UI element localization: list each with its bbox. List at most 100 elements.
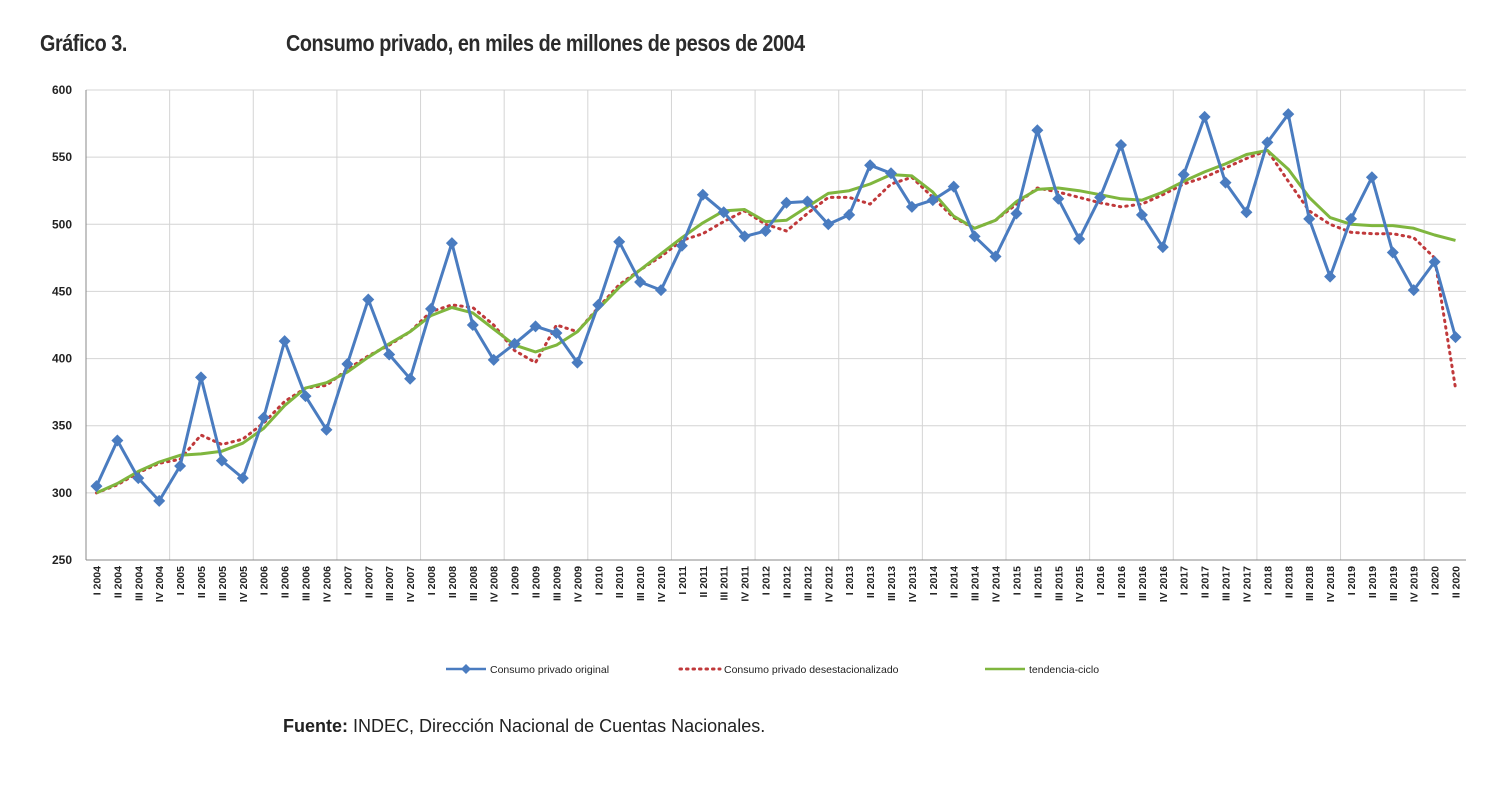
x-tick-label: II 2016: [1116, 566, 1128, 598]
source-text: INDEC, Dirección Nacional de Cuentas Nac…: [353, 716, 766, 736]
data-point: [1386, 246, 1399, 259]
data-point: [236, 472, 249, 485]
data-point: [1240, 206, 1253, 219]
x-tick-label: II 2008: [447, 566, 459, 598]
x-tick-label: I 2016: [1095, 566, 1107, 595]
data-point: [655, 284, 667, 297]
x-tick-label: III 2017: [1221, 566, 1233, 601]
x-tick-label: III 2013: [886, 566, 898, 601]
data-point: [1177, 168, 1190, 181]
data-point: [968, 230, 981, 243]
x-tick-label: II 2017: [1200, 566, 1212, 598]
data-point: [613, 235, 626, 248]
x-tick-label: II 2010: [614, 566, 626, 598]
legend-marker: [461, 664, 471, 674]
x-tick-label: IV 2017: [1241, 566, 1253, 602]
legend-label: Consumo privado desestacionalizado: [724, 664, 899, 676]
data-point: [425, 302, 437, 315]
series-layer: [90, 108, 1462, 507]
data-point: [1449, 331, 1462, 344]
x-tick-label: III 2016: [1137, 566, 1149, 601]
x-tick-label: I 2008: [426, 566, 438, 595]
data-point: [1198, 110, 1211, 123]
x-tick-label: III 2008: [468, 566, 480, 601]
data-point: [1115, 139, 1127, 152]
data-point: [278, 335, 291, 348]
data-point: [111, 434, 124, 447]
x-tick-label: I 2007: [342, 566, 354, 595]
x-tick-label: III 2009: [551, 566, 563, 601]
x-tick-label: III 2007: [384, 566, 396, 601]
data-point: [1407, 284, 1420, 297]
data-point: [696, 188, 709, 201]
data-point: [153, 494, 166, 507]
data-point: [759, 225, 772, 237]
data-point: [299, 390, 312, 403]
data-point: [341, 357, 354, 370]
data-point: [174, 460, 187, 472]
data-point: [1303, 212, 1316, 225]
x-tick-label: IV 2013: [907, 566, 919, 602]
y-tick-label: 400: [52, 352, 72, 366]
data-point: [362, 293, 375, 306]
data-point: [675, 239, 688, 252]
source-note: Fuente: INDEC, Dirección Nacional de Cue…: [283, 716, 765, 737]
data-point: [1345, 212, 1357, 225]
data-point: [404, 372, 417, 385]
data-point: [926, 194, 939, 207]
grid-lines: [85, 89, 1466, 561]
y-tick-label: 250: [52, 553, 72, 567]
legend: Consumo privado original Consumo privado …: [446, 664, 1099, 676]
data-point: [90, 480, 103, 493]
x-tick-label: I 2006: [259, 566, 271, 595]
y-tick-label: 450: [52, 284, 72, 298]
x-tick-label: IV 2012: [823, 566, 835, 602]
x-tick-label: IV 2018: [1325, 566, 1337, 602]
data-point: [1010, 207, 1023, 220]
figure-label: Gráfico 3.: [40, 30, 127, 56]
data-point: [1428, 255, 1441, 268]
data-point: [550, 327, 563, 340]
x-tick-label: IV 2007: [405, 566, 417, 602]
data-point: [801, 195, 814, 208]
data-point: [822, 218, 835, 231]
x-tick-label: IV 2014: [991, 566, 1003, 602]
data-point: [1324, 270, 1337, 283]
data-point: [989, 250, 1002, 263]
data-point: [885, 167, 897, 180]
x-tick-label: I 2005: [175, 566, 187, 595]
x-tick-label: III 2004: [133, 566, 145, 601]
x-tick-label: I 2017: [1179, 566, 1191, 595]
x-tick-label: I 2013: [844, 566, 856, 595]
x-tick-label: II 2006: [280, 566, 292, 598]
data-point: [947, 180, 960, 193]
data-point: [257, 411, 270, 424]
data-point: [1073, 233, 1086, 246]
data-point: [1156, 241, 1169, 254]
x-tick-label: I 2014: [928, 566, 940, 595]
x-tick-label: II 2004: [112, 566, 124, 598]
data-point: [864, 159, 877, 172]
x-tick-label: III 2012: [802, 566, 814, 601]
data-point: [1094, 191, 1107, 204]
data-point: [1219, 176, 1232, 189]
data-point: [195, 371, 207, 384]
x-tick-label: II 2005: [196, 566, 208, 598]
x-tick-label: I 2012: [761, 566, 773, 595]
data-point: [487, 353, 500, 366]
x-tick-label: IV 2019: [1409, 566, 1421, 602]
line-chart: 250 300 350 400 450 500 550 600 I 2004 II 2004 II…: [52, 83, 1466, 676]
data-point: [445, 237, 458, 250]
source-prefix: Fuente:: [283, 716, 348, 736]
series-line-2: [95, 148, 1456, 495]
data-point: [1365, 171, 1378, 184]
x-axis: I 2004 II 2004 III 2004 IV 2004 I 2005 II 200…: [86, 559, 1466, 602]
y-tick-label: 600: [52, 83, 72, 97]
data-point: [905, 200, 918, 213]
x-tick-label: IV 2010: [656, 566, 668, 602]
data-point: [571, 356, 584, 369]
x-tick-label: I 2020: [1430, 566, 1442, 595]
data-point: [1031, 124, 1044, 137]
data-point: [1282, 108, 1295, 121]
x-tick-label: IV 2008: [489, 566, 501, 602]
